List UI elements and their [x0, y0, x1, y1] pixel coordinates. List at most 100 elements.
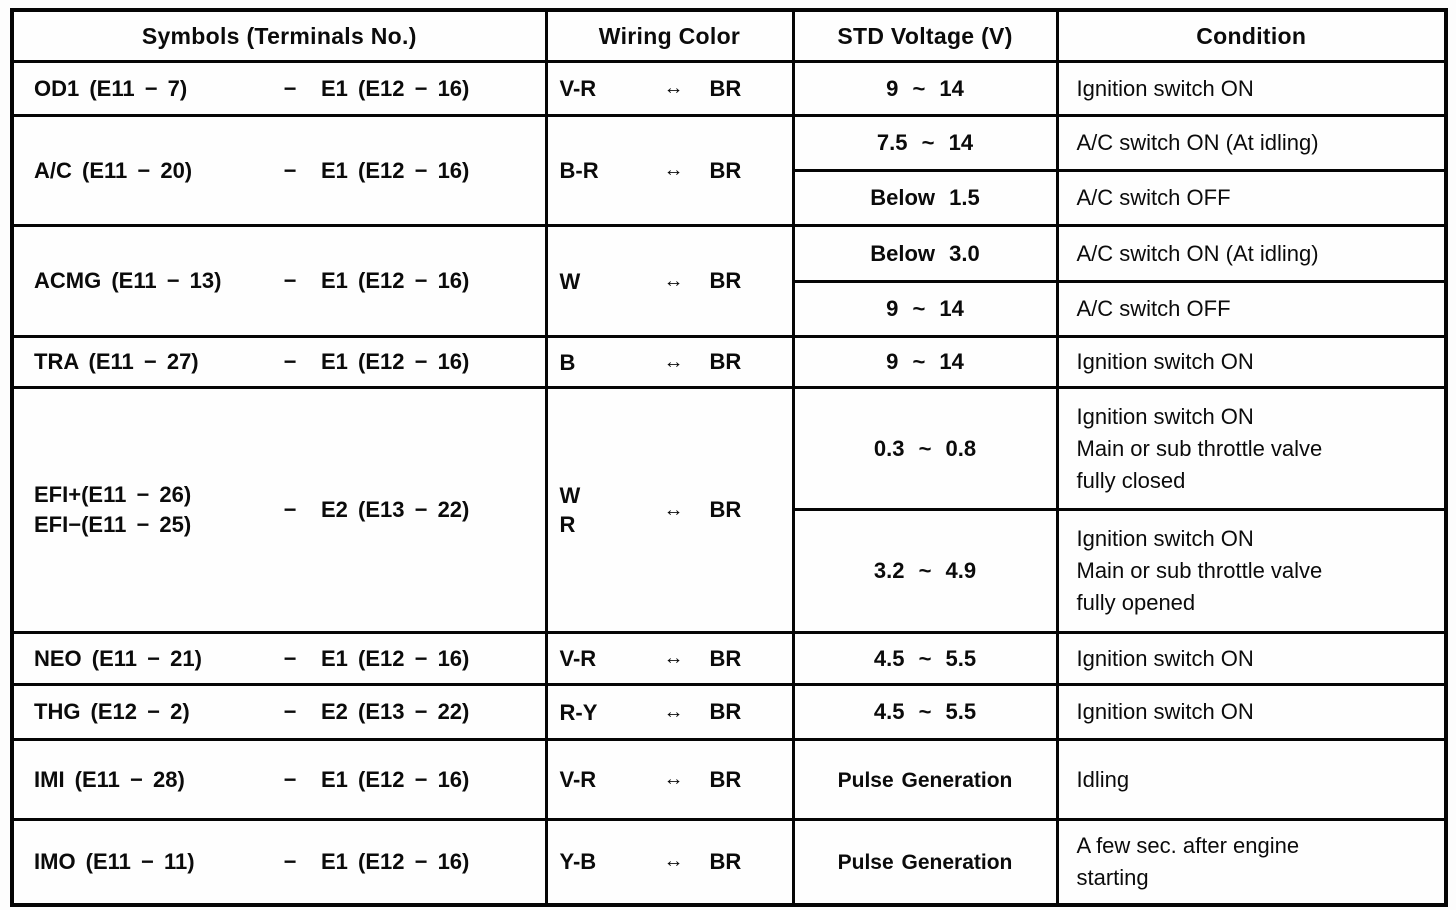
- wiring-color-cell: W R ↔ BR: [544, 386, 795, 634]
- std-voltage-cell: 7.5 ~ 14: [791, 114, 1059, 172]
- terminal-pair-dash: −: [283, 645, 297, 671]
- symbol-text: TRA (E11 − 27): [34, 349, 199, 374]
- wire-color-to: BR: [709, 848, 742, 874]
- col-header-wiring-color: Wiring Color: [544, 8, 795, 63]
- symbol-name: A/C (E11 − 20): [34, 156, 259, 186]
- condition-text: Idling: [1076, 766, 1130, 792]
- terminal-pair-dash: −: [283, 848, 297, 874]
- terminal-pair-dash: −: [283, 699, 297, 724]
- wire-color-code: B-R: [559, 158, 599, 183]
- condition-cell: A/C switch ON (At idling): [1055, 224, 1448, 283]
- wire-color-code: W: [559, 483, 581, 508]
- condition-cell: A/C switch ON (At idling): [1055, 114, 1448, 172]
- symbol-name: TRA (E11 − 27): [34, 347, 259, 377]
- wire-color-code: B: [559, 349, 576, 375]
- condition-cell: Ignition switch ON: [1055, 335, 1448, 389]
- wire-color-code: V-R: [559, 767, 597, 792]
- col-header-std-voltage: STD Voltage (V): [791, 8, 1059, 63]
- wire-color-code: V-R: [559, 76, 597, 101]
- condition-text: Ignition switch ON: [1076, 403, 1254, 429]
- wire-color-code: Y-B: [559, 849, 597, 875]
- symbol-text: IMO (E11 − 11): [34, 848, 195, 874]
- terminal-reference: E1 (E12 − 16): [321, 75, 470, 101]
- terminal-reference: E1 (E12 − 16): [321, 157, 470, 183]
- wiring-wrap: Y-B ↔ BR: [560, 847, 788, 876]
- wire-color-code: R-Y: [559, 699, 598, 725]
- symbol-cell: NEO (E11 − 21) − E1 (E12 − 16): [10, 631, 548, 686]
- std-voltage-value: 7.5 ~ 14: [876, 130, 974, 155]
- condition-text: A/C switch ON (At idling): [1076, 240, 1319, 266]
- terminal-reference: E2 (E13 − 22): [321, 699, 470, 724]
- double-arrow-icon: ↔: [663, 498, 684, 521]
- symbol-name: THG (E12 − 2): [34, 697, 259, 727]
- std-voltage-value: Below 1.5: [870, 185, 980, 210]
- condition-text: Ignition switch ON: [1076, 349, 1254, 374]
- condition-text: Main or sub throttle valve: [1076, 558, 1323, 583]
- table-row: Symbols (Terminals No.) Wiring Color STD V…: [10, 8, 1448, 63]
- condition-text: Main or sub throttle valve: [1076, 435, 1323, 461]
- std-voltage-value: 3.2 ~ 4.9: [873, 558, 977, 583]
- wire-color-from: Y-B: [560, 847, 648, 876]
- table-row: TRA (E11 − 27) − E1 (E12 − 16) B ↔ BR 9 ~ 14 Ig…: [10, 335, 1448, 389]
- terminal-reference: E1 (E12 − 16): [321, 645, 470, 671]
- symbol-name: IMI (E11 − 28): [34, 765, 259, 795]
- symbol-wrap: NEO (E11 − 21) − E1 (E12 − 16): [34, 644, 539, 674]
- std-voltage-cell: 9 ~ 14: [791, 280, 1059, 338]
- symbol-wrap: IMI (E11 − 28) − E1 (E12 − 16): [34, 765, 539, 795]
- std-voltage-value: 0.3 ~ 0.8: [873, 435, 977, 461]
- wire-color-from: B: [560, 348, 648, 377]
- std-voltage-cell: 3.2 ~ 4.9: [791, 508, 1059, 634]
- table-header-row: Symbols (Terminals No.) Wiring Color STD V…: [10, 8, 1448, 63]
- table-row: Below 1.5 A/C switch OFF: [12, 169, 1448, 227]
- symbol-wrap: IMO (E11 − 11) − E1 (E12 − 16): [34, 847, 539, 877]
- symbol-wrap: THG (E12 − 2) − E2 (E13 − 22): [34, 697, 539, 727]
- double-arrow-icon: ↔: [663, 850, 684, 873]
- symbol-cell: ACMG (E11 − 13) − E1 (E12 − 16): [10, 224, 548, 338]
- condition-cell: Ignition switch ON: [1055, 631, 1448, 686]
- symbol-cell: TRA (E11 − 27) − E1 (E12 − 16): [10, 335, 548, 389]
- symbol-text: THG (E12 − 2): [34, 699, 190, 724]
- std-voltage-value: 4.5 ~ 5.5: [873, 645, 977, 671]
- symbol-cell: EFI+(E11 − 26) EFI−(E11 − 25) − E2 (E13 − 2…: [10, 386, 548, 634]
- std-voltage-value: Pulse Generation: [837, 850, 1013, 874]
- std-voltage-value: 9 ~ 14: [886, 349, 964, 374]
- wire-color-from: V-R: [560, 765, 648, 794]
- table-row: 9 ~ 14 A/C switch OFF: [12, 280, 1448, 338]
- double-arrow-icon: ↔: [663, 77, 684, 99]
- table-row: 3.2 ~ 4.9 Ignition switch ON Main or sub t…: [12, 508, 1448, 634]
- table-body: OD1 (E11 − 7) − E1 (E12 − 16) V-R ↔ BR 9 ~ 14 I…: [10, 60, 1448, 906]
- table-row: NEO (E11 − 21) − E1 (E12 − 16) V-R ↔ BR 4.5 ~ …: [10, 631, 1448, 686]
- wire-color-to: BR: [709, 699, 742, 724]
- condition-cell: A/C switch OFF: [1055, 169, 1448, 227]
- std-voltage-value: 4.5 ~ 5.5: [873, 699, 977, 724]
- condition-text: Ignition switch ON: [1076, 645, 1254, 671]
- condition-cell: Ignition switch ON Main or sub throttle v…: [1055, 386, 1448, 511]
- condition-cell: Ignition switch ON Main or sub throttle v…: [1055, 508, 1448, 634]
- std-voltage-value: Below 3.0: [870, 240, 980, 266]
- wire-color-code: V-R: [559, 646, 597, 671]
- condition-cell: A few sec. after engine starting: [1055, 818, 1448, 906]
- std-voltage-cell: Pulse Generation: [791, 818, 1059, 906]
- wire-color-from: W: [560, 267, 648, 296]
- wiring-wrap: V-R ↔ BR: [560, 74, 788, 103]
- std-voltage-cell: Pulse Generation: [791, 738, 1059, 821]
- symbol-text: EFI+(E11 − 26): [34, 482, 192, 507]
- terminal-pair-dash: −: [283, 766, 297, 792]
- wire-color-to: BR: [709, 349, 742, 374]
- condition-cell: Idling: [1055, 738, 1448, 821]
- wiring-color-cell: V-R ↔ BR: [544, 631, 795, 686]
- symbol-name: ACMG (E11 − 13): [34, 266, 259, 296]
- wire-color-code: R: [559, 512, 576, 537]
- symbol-name: OD1 (E11 − 7): [34, 74, 259, 104]
- symbol-cell: IMI (E11 − 28) − E1 (E12 − 16): [10, 738, 548, 821]
- table-row: A/C (E11 − 20) − E1 (E12 − 16) B-R ↔ BR 7.5 ~ …: [10, 114, 1448, 227]
- terminal-pair-dash: −: [283, 75, 297, 101]
- double-arrow-icon: ↔: [663, 647, 684, 669]
- wiring-color-cell: W ↔ BR: [544, 224, 795, 338]
- terminal-reference: E1 (E12 − 16): [321, 848, 470, 874]
- terminal-reference: E2 (E13 − 22): [321, 497, 470, 522]
- symbol-wrap: ACMG (E11 − 13) − E1 (E12 − 16): [34, 266, 539, 296]
- wiring-color-cell: V-R ↔ BR: [544, 60, 795, 117]
- std-voltage-cell: Below 1.5: [791, 169, 1059, 227]
